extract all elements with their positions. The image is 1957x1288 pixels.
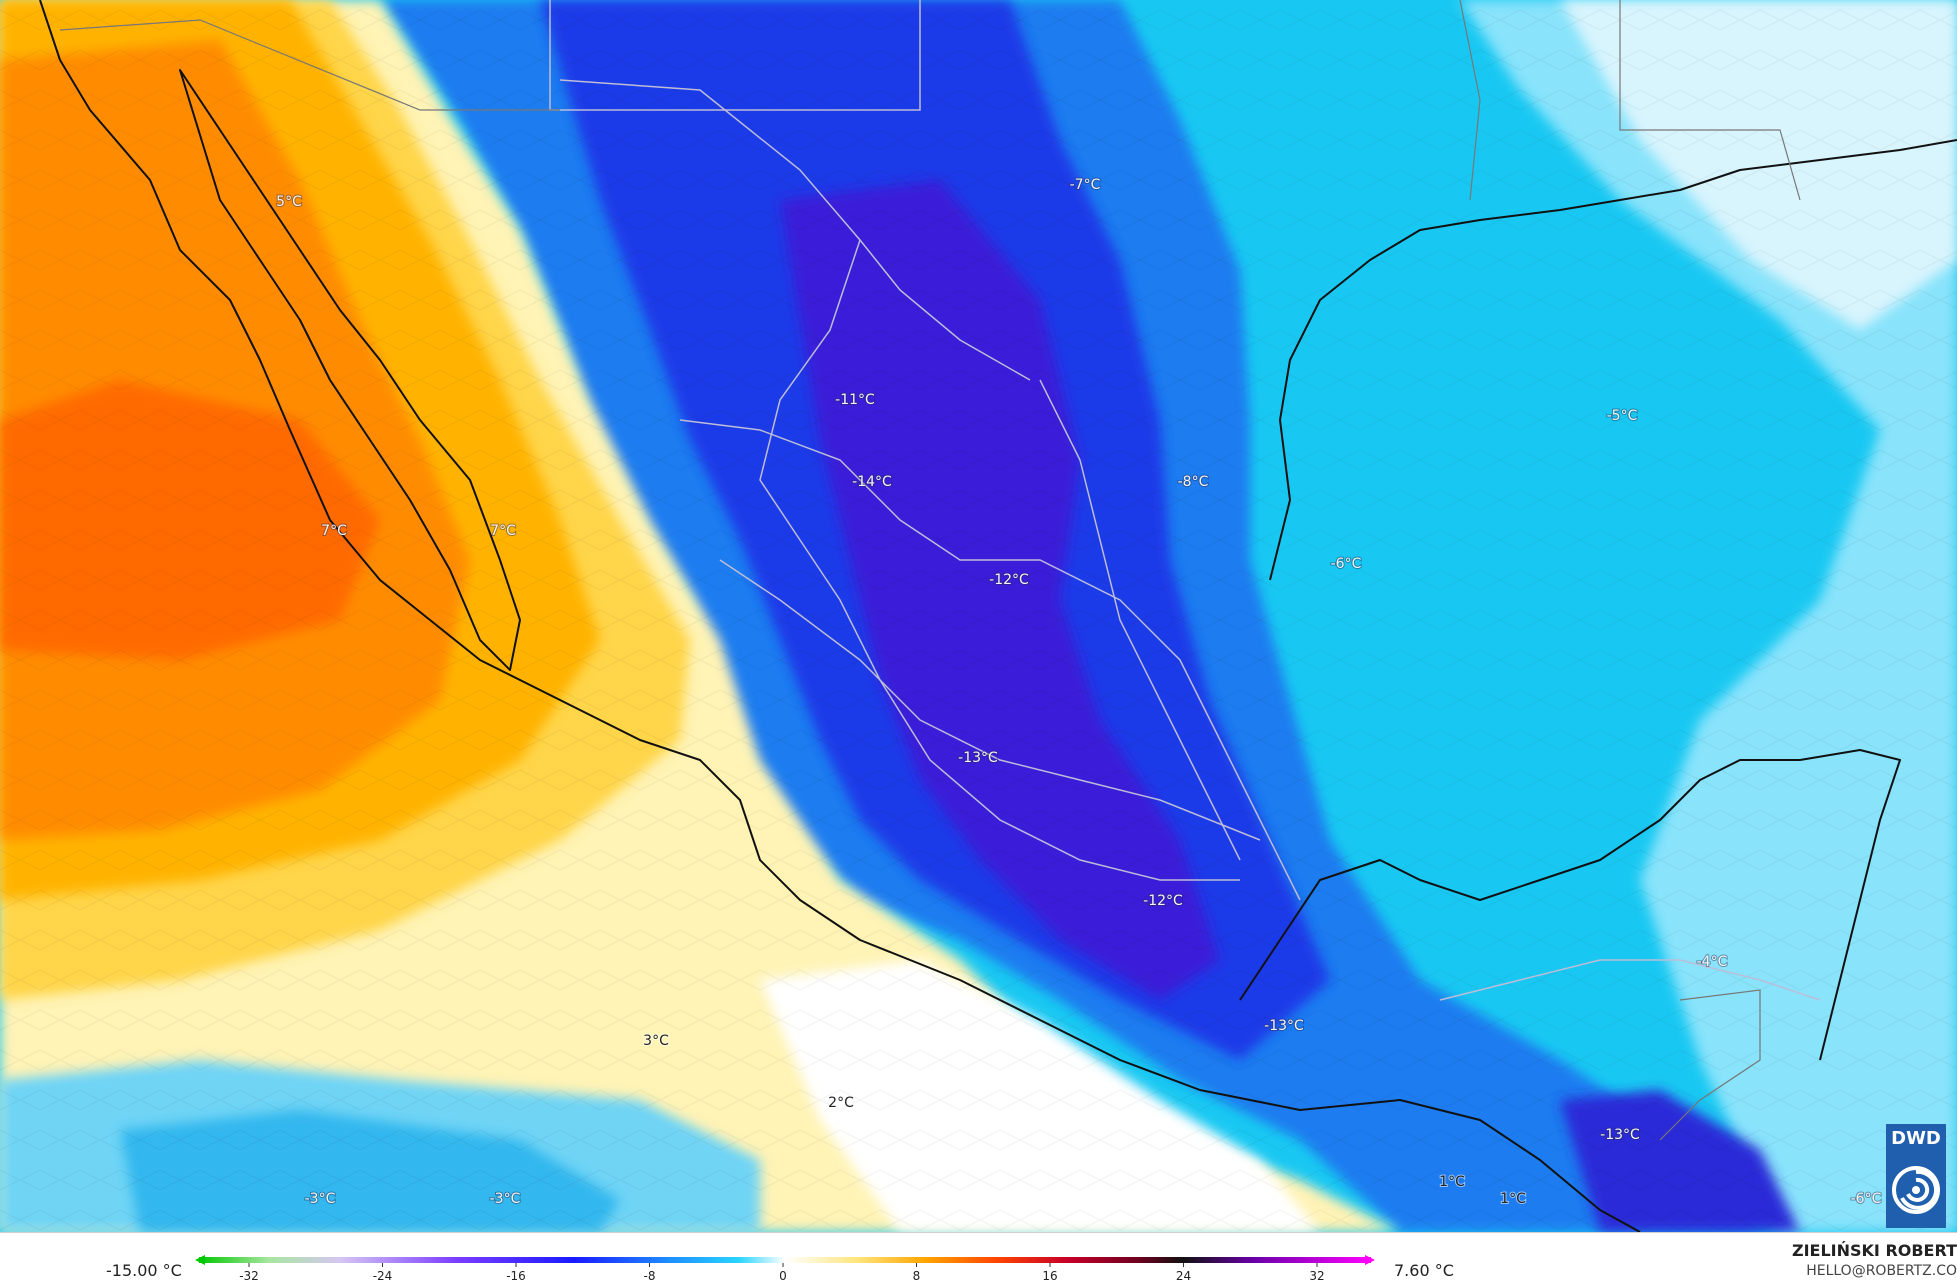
temperature-label: 1°C bbox=[1500, 1191, 1526, 1207]
temperature-label: -6°C bbox=[1331, 556, 1362, 572]
temperature-label: -11°C bbox=[835, 392, 875, 408]
tick-label: -24 bbox=[373, 1269, 393, 1283]
tick-label: -16 bbox=[506, 1269, 526, 1283]
temperature-label: -13°C bbox=[1264, 1018, 1304, 1034]
color-scale-right-arrow bbox=[1365, 1255, 1375, 1265]
temperature-label: -12°C bbox=[1143, 893, 1183, 909]
temperature-labels: 5°C -7°C -11°C -14°C -8°C -5°C 7°C 7°C -12°C -6°C… bbox=[275, 176, 1882, 1208]
swirl-icon bbox=[1892, 1166, 1940, 1214]
state-borders bbox=[549, 0, 1821, 1001]
scale-min-label: -15.00 °C bbox=[106, 1261, 182, 1280]
tick-label: 8 bbox=[913, 1269, 921, 1283]
tick-label: 0 bbox=[779, 1269, 787, 1283]
color-scale-ticks: -32 -24 -16 -8 0 8 16 24 32 bbox=[239, 1263, 1325, 1283]
tick-label: 16 bbox=[1042, 1269, 1057, 1283]
temperature-label: 7°C bbox=[490, 523, 516, 539]
field-texture bbox=[0, 0, 1957, 1232]
color-scale-left-arrow bbox=[195, 1255, 205, 1265]
temperature-label: 2°C bbox=[828, 1095, 854, 1111]
temperature-label: -3°C bbox=[305, 1191, 336, 1207]
dwd-logo-text: DWD bbox=[1891, 1128, 1941, 1149]
temperature-label: -8°C bbox=[1178, 474, 1209, 490]
temperature-label: -3°C bbox=[490, 1191, 521, 1207]
temperature-label: -12°C bbox=[989, 572, 1029, 588]
color-scale: -32 -24 -16 -8 0 8 16 24 32 bbox=[195, 1255, 1375, 1283]
color-scale-bar bbox=[199, 1257, 1371, 1263]
author-name: ZIELIŃSKI ROBERT bbox=[1791, 1241, 1957, 1260]
map-canvas: 5°C -7°C -11°C -14°C -8°C -5°C 7°C 7°C -12°C -6°C… bbox=[0, 0, 1957, 1232]
scale-max-label: 7.60 °C bbox=[1394, 1261, 1454, 1280]
temperature-label: 7°C bbox=[321, 523, 347, 539]
tick-label: -8 bbox=[644, 1269, 656, 1283]
country-borders bbox=[59, 0, 1801, 1141]
temperature-label: 5°C bbox=[276, 194, 302, 210]
author-email: HELLO@ROBERTZ.CO bbox=[1806, 1263, 1957, 1279]
temperature-label: -13°C bbox=[1600, 1127, 1640, 1143]
tick-label: -32 bbox=[239, 1269, 259, 1283]
temperature-label: -4°C bbox=[1697, 954, 1728, 970]
temperature-label: -7°C bbox=[1070, 177, 1101, 193]
temperature-map: 5°C -7°C -11°C -14°C -8°C -5°C 7°C 7°C -12°C -6°C… bbox=[0, 0, 1957, 1232]
temperature-label: -14°C bbox=[852, 474, 892, 490]
temperature-label: 3°C bbox=[643, 1033, 669, 1049]
temperature-label: -5°C bbox=[1607, 408, 1638, 424]
legend-footer: -15.00 °C bbox=[0, 1232, 1957, 1288]
coastlines bbox=[39, 0, 1957, 1232]
tick-label: 24 bbox=[1176, 1269, 1191, 1283]
temperature-label: -13°C bbox=[958, 750, 998, 766]
temperature-label: -6°C bbox=[1851, 1191, 1882, 1207]
tick-label: 32 bbox=[1309, 1269, 1324, 1283]
temperature-label: 1°C bbox=[1439, 1174, 1465, 1190]
dwd-logo: DWD bbox=[1886, 1124, 1946, 1228]
